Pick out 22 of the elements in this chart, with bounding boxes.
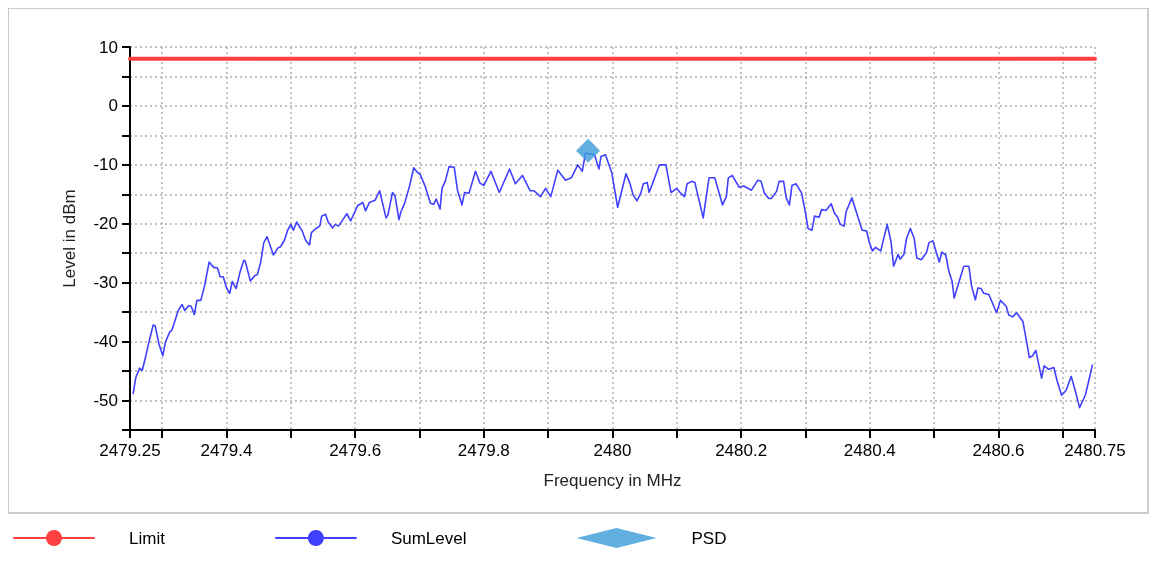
- y-tick-label: -30: [93, 273, 118, 293]
- x-tick-label: 2479.6: [329, 441, 382, 460]
- legend-label: SumLevel: [390, 528, 467, 548]
- x-axis-title: Frequency in MHz: [543, 471, 682, 490]
- legend-label: Limit: [129, 528, 166, 548]
- y-tick-label: -40: [93, 332, 118, 352]
- y-tick-label: 10: [99, 37, 118, 57]
- y-tick-label: -20: [93, 214, 118, 234]
- x-tick-label: 2480.2: [715, 441, 768, 460]
- x-tick-label: 2480.75: [1064, 441, 1126, 460]
- x-tick-label: 2479.25: [99, 441, 161, 460]
- y-tick-label: -10: [93, 155, 118, 175]
- line-series: [132, 152, 1094, 409]
- y-tick-label: -50: [93, 391, 118, 411]
- x-tick-label: 2479.4: [200, 441, 253, 460]
- x-tick-label: 2480.6: [972, 441, 1025, 460]
- x-tick-label: 2479.8: [457, 441, 510, 460]
- legend-label: PSD: [691, 528, 727, 548]
- x-tick-label: 2480.4: [843, 441, 896, 460]
- y-tick-label: 0: [108, 96, 118, 116]
- x-tick-label: 2480: [593, 441, 632, 460]
- y-axis-title: Level in dBm: [60, 189, 79, 288]
